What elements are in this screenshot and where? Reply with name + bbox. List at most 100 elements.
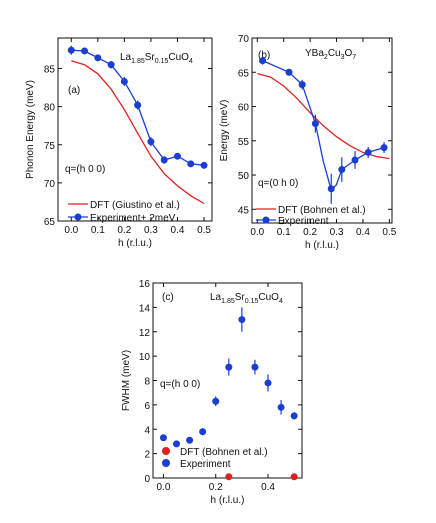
x-axis-label: h (r.l.u.)	[118, 238, 152, 249]
x-tick-label: 0.4	[356, 227, 370, 238]
formula-part: CuO	[168, 52, 189, 63]
y-tick-label: 65	[44, 217, 56, 228]
y-tick-label: 85	[44, 65, 56, 76]
data-point	[160, 156, 168, 164]
y-tick-label: 8	[144, 377, 150, 388]
data-point	[200, 161, 208, 169]
x-tick-label: 0.0	[64, 225, 78, 236]
chart-panel-c: 0.0 0.2 0.4 0 2 4 6 8 10 12 14 16 h (r.l.u.) FWHM (me…	[121, 279, 303, 506]
series-line	[262, 60, 385, 192]
y-tick-label: 12	[139, 328, 151, 339]
x-tick-label: 0.2	[209, 482, 223, 493]
y-tick-label: 45	[238, 205, 250, 216]
data-point	[225, 363, 233, 371]
formula-subscript: 4	[279, 298, 283, 305]
y-tick-label: 14	[139, 303, 151, 314]
data-point	[186, 436, 194, 444]
legend-label: Experiment	[278, 216, 329, 227]
y-tick-label: 2	[144, 450, 150, 461]
data-point	[238, 316, 246, 324]
formula-subscript: 0.15	[155, 58, 169, 65]
data-point	[94, 54, 102, 62]
data-point	[277, 403, 285, 411]
formula-subscript: 4	[189, 58, 193, 65]
y-axis-label: Energy (meV)	[219, 100, 230, 162]
y-axis-label: FWHM (meV)	[121, 350, 132, 411]
compound-formula: La1.85Sr0.15CuO4	[120, 52, 193, 65]
y-axis-label: Phonon Energy (meV)	[25, 80, 36, 179]
x-tick-label: 0.2	[303, 227, 317, 238]
panel-label: (c)	[162, 292, 174, 303]
y-tick-label: 70	[44, 179, 56, 190]
legend-label: DFT (Bohnen et al.)	[180, 447, 268, 458]
formula-part: Cu	[328, 48, 341, 59]
data-point	[67, 46, 75, 54]
data-point	[290, 473, 298, 481]
panel-label: (a)	[68, 85, 80, 96]
y-tick-label: 75	[44, 141, 56, 152]
x-tick-label: 0.1	[277, 227, 291, 238]
legend-label: Experiment	[180, 459, 231, 470]
data-point	[159, 434, 167, 442]
q-vector-label: q=(0 h 0)	[258, 178, 298, 189]
data-point	[259, 57, 267, 65]
x-axis-label: h (r.l.u.)	[211, 495, 245, 506]
x-axis-label: h (r.l.u.)	[305, 240, 339, 251]
data-point	[134, 101, 142, 109]
legend-marker	[262, 216, 270, 224]
formula-part: Sr	[235, 292, 246, 303]
y-tick-label: 60	[238, 103, 250, 114]
y-tick-label: 50	[238, 171, 250, 182]
data-point	[225, 473, 233, 481]
formula-part: O	[345, 48, 353, 59]
data-point	[290, 412, 298, 420]
y-tick-label: 65	[238, 68, 250, 79]
data-point	[173, 440, 181, 448]
legend-label: DFT (Giustino et al.)	[90, 200, 180, 211]
y-tick-label: 10	[139, 352, 151, 363]
series-line	[71, 60, 205, 205]
legend-marker	[162, 459, 170, 467]
legend-marker	[162, 447, 170, 455]
legend-label: DFT (Bohnen et al.)	[278, 205, 366, 216]
x-tick-label: 0.3	[144, 225, 158, 236]
formula-subscript: 2	[324, 54, 328, 61]
chart-panel-a: 0.0 0.1 0.2 0.3 0.4 0.5 65 70 75 80 85 h (r.l.u.) Ph…	[25, 37, 213, 249]
formula-part: Sr	[145, 52, 156, 63]
plot-frame	[57, 37, 213, 222]
data-point	[81, 47, 89, 55]
data-point	[199, 428, 207, 436]
formula-subscript: 3	[341, 54, 345, 61]
x-tick-label: 0.1	[91, 225, 105, 236]
formula-part: CuO	[258, 292, 279, 303]
x-tick-label: 0.5	[197, 225, 211, 236]
data-point	[264, 379, 272, 387]
y-tick-label: 0	[144, 474, 150, 485]
q-vector-label: q=(h 0 0)	[65, 164, 105, 175]
formula-subscript: 1.85	[221, 298, 235, 305]
y-tick-label: 70	[238, 34, 250, 45]
y-tick-label: 6	[144, 401, 150, 412]
formula-subscript: 0.15	[245, 298, 259, 305]
formula-part: La	[120, 52, 132, 63]
data-point	[187, 160, 195, 168]
y-tick-label: 4	[144, 425, 150, 436]
panel-label: (b)	[258, 50, 270, 61]
x-tick-label: 0.0	[250, 227, 264, 238]
data-point	[212, 397, 220, 405]
formula-subscript: 7	[352, 54, 356, 61]
x-tick-label: 0.4	[261, 482, 275, 493]
plot-frame	[251, 37, 393, 224]
data-point	[251, 363, 259, 371]
compound-formula: La1.85Sr0.15CuO4	[210, 292, 283, 305]
x-tick-label: 0.5	[382, 227, 396, 238]
series-line	[257, 72, 390, 160]
x-tick-label: 0.0	[157, 482, 171, 493]
x-tick-label: 0.2	[117, 225, 131, 236]
x-tick-label: 0.4	[171, 225, 185, 236]
formula-subscript: 1.85	[131, 58, 145, 65]
data-point	[147, 138, 155, 146]
legend-marker	[74, 213, 82, 221]
chart-panel-b: 0.0 0.1 0.2 0.3 0.4 0.5 45 50 55 60 65 70 h (r.l.u.)…	[219, 34, 397, 251]
